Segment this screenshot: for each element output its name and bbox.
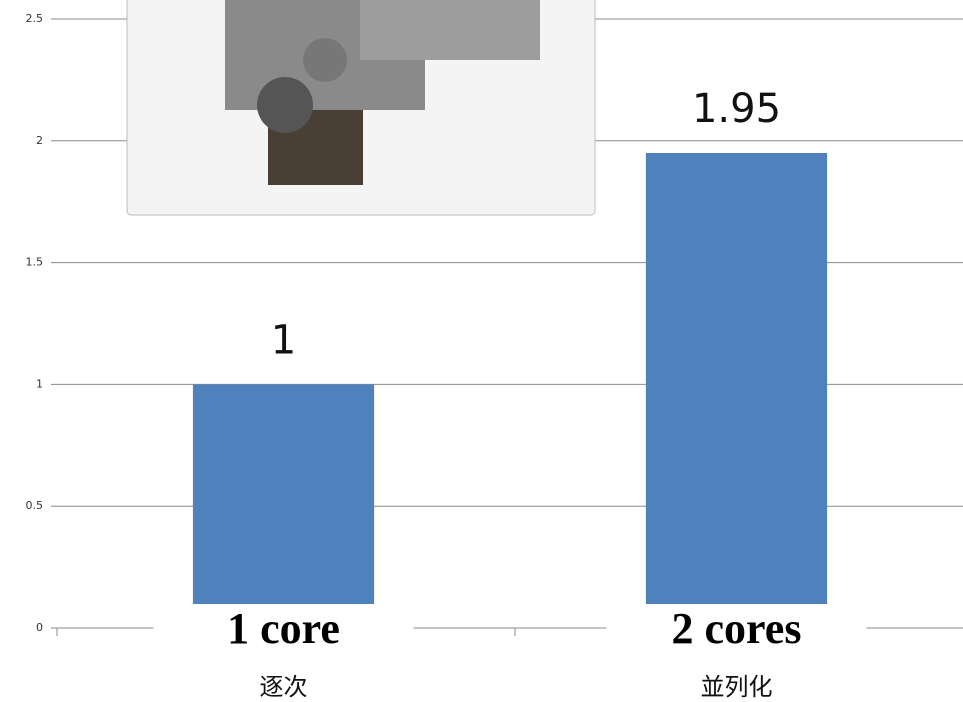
page: 00.511.522.5 1逐次1.95並列化1 core2 cores (()… (0, 0, 963, 702)
value-label: 1 (271, 317, 296, 363)
y-tick-label: 2 (36, 134, 43, 147)
engine-manifold (360, 0, 540, 60)
bar (646, 153, 827, 628)
y-tick-label: 2.5 (26, 12, 44, 25)
y-tick-label: 0.5 (26, 499, 44, 512)
chart: 0 0.5 1 1.5 2 2.5 1 逐次 1.95 並列化 1 core 2 cores (0, 0, 963, 702)
value-label: 1.95 (692, 86, 781, 132)
annotation: 1 core (227, 604, 340, 653)
engine-pulley (257, 77, 313, 133)
engine-alternator (303, 38, 347, 82)
y-tick-label: 1 (36, 377, 43, 390)
y-tick-label: 1.5 (26, 256, 44, 269)
engine-photo (127, 0, 595, 215)
x-tick-label: 逐次 (260, 673, 308, 701)
bar (193, 384, 374, 628)
x-tick-label: 並列化 (701, 673, 773, 701)
y-tick-label: 0 (36, 621, 43, 634)
annotation: 2 cores (672, 604, 802, 653)
